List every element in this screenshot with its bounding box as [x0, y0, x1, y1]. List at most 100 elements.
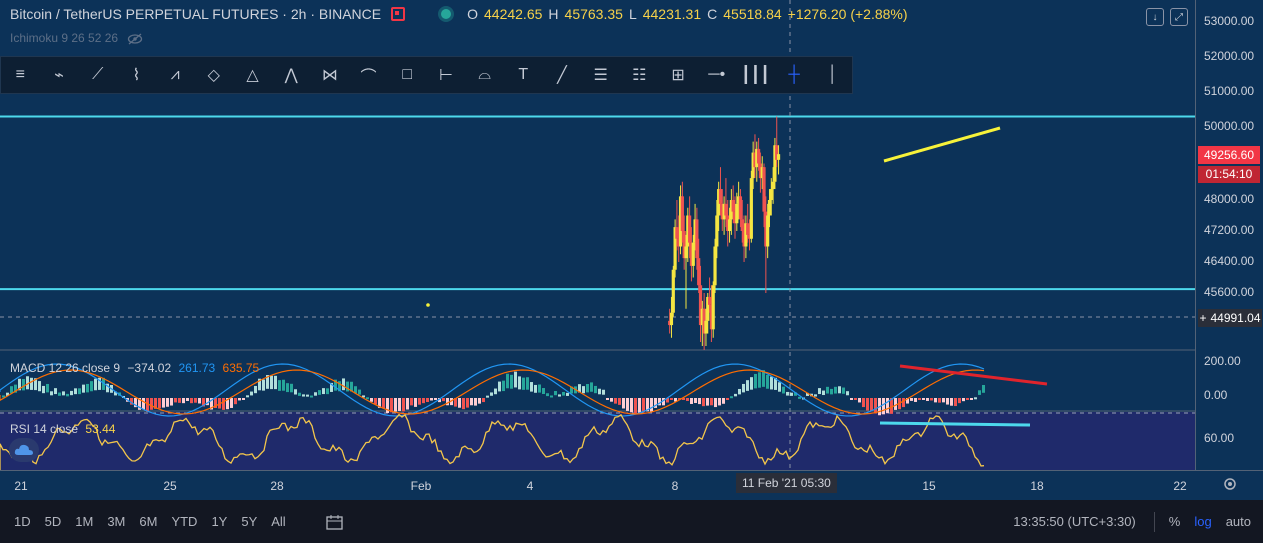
macd-bar [490, 392, 493, 396]
horizontal-ray-icon[interactable]: ─• [708, 66, 726, 83]
macd-bar [818, 388, 821, 395]
macd-bar [302, 394, 305, 397]
time-axis-label: 25 [163, 479, 177, 493]
percent-toggle[interactable]: % [1168, 514, 1181, 529]
anchored-text-icon[interactable]: T [518, 66, 529, 83]
plus-icon[interactable]: + [1199, 311, 1207, 325]
macd-bar [222, 398, 225, 410]
flag-icon[interactable] [391, 7, 406, 21]
rectangle-icon[interactable]: □ [402, 66, 413, 83]
candle-body [766, 215, 770, 247]
candle-body [718, 189, 723, 204]
range-button-3m[interactable]: 3M [107, 514, 126, 529]
candle-body [767, 200, 772, 216]
candle-body [755, 148, 759, 168]
price-axis[interactable]: 49256.60 01:54:10 +44991.04 53000.00 5200… [1195, 0, 1263, 470]
fullscreen-icon[interactable]: ⤢ [1170, 8, 1188, 26]
xabcd-pattern-icon[interactable]: ⩘ [170, 66, 180, 83]
regression-trend-icon[interactable]: ⌁ [54, 67, 64, 84]
macd-bar [478, 398, 481, 404]
macd-bar [702, 398, 705, 407]
settings-gear-icon[interactable] [1222, 476, 1238, 492]
macd-bar [922, 398, 925, 400]
macd-bar [294, 389, 297, 395]
fib-timezone-icon[interactable]: ┃┃┃ [740, 67, 770, 84]
candle-body [769, 189, 773, 200]
rsi-axis-label: 60.00 [1204, 431, 1235, 445]
elliott-wave-icon[interactable]: ⋈ [321, 67, 338, 84]
macd-bar [618, 398, 621, 405]
range-button-1y[interactable]: 1Y [211, 514, 228, 529]
macd-bar [966, 398, 969, 400]
symbol-title[interactable]: Bitcoin / TetherUS PERPETUAL FUTURES · 2… [10, 6, 382, 22]
macd-bar [718, 398, 721, 406]
macd-bar [138, 398, 141, 410]
three-drives-pattern-icon[interactable]: ⋀ [284, 67, 298, 84]
range-button-all[interactable]: All [271, 514, 286, 529]
calendar-range-icon[interactable] [326, 514, 344, 530]
cloud-icon[interactable] [9, 438, 39, 462]
current-price-tag: 49256.60 [1198, 146, 1260, 164]
crosshair-icon[interactable]: ┼ [788, 66, 800, 83]
candle-body [691, 242, 695, 266]
candle-body [764, 211, 768, 247]
rsi-legend[interactable]: RSI 14 close 53.44 [10, 422, 115, 436]
macd-bar [446, 398, 449, 406]
macd-bar [438, 398, 441, 403]
parallel-channel-icon[interactable]: ≡ [15, 66, 26, 83]
macd-bar [454, 398, 457, 407]
brush-icon[interactable]: ⌓ [478, 66, 491, 83]
macd-bar [434, 398, 437, 400]
macd-bar [586, 384, 589, 393]
macd-bar [778, 382, 781, 392]
candle-body [698, 285, 703, 326]
candle-body [737, 196, 741, 204]
cycle-lines-icon[interactable]: ⌒ [360, 69, 377, 86]
macd-bar [542, 388, 545, 395]
macd-bar [190, 398, 193, 404]
range-button-1m[interactable]: 1M [75, 514, 94, 529]
fib-retracement-icon[interactable]: ☰ [593, 67, 608, 84]
trend-line-icon[interactable]: ╱ [557, 67, 567, 84]
macd-bar [254, 385, 257, 394]
range-button-5y[interactable]: 5Y [241, 514, 258, 529]
vertical-line-icon[interactable]: │ [827, 66, 838, 83]
macd-bar [50, 391, 53, 396]
range-button-6m[interactable]: 6M [139, 514, 158, 529]
macd-bar [534, 384, 537, 393]
macd-bar [794, 392, 797, 396]
auto-toggle[interactable]: auto [1225, 514, 1251, 529]
macd-bar [418, 398, 421, 405]
path-icon[interactable]: ⌇ [132, 67, 141, 84]
polyline-icon[interactable]: ⟋ [92, 66, 104, 83]
macd-bar [606, 398, 609, 400]
time-axis[interactable]: 11 Feb '21 05:30 21 25 28 Feb 4 8 15 18 22 [0, 470, 1263, 497]
range-button-1d[interactable]: 1D [14, 514, 31, 529]
abcd-pattern-icon[interactable]: ◇ [207, 67, 220, 84]
macd-bar [546, 393, 549, 397]
time-axis-label: 21 [14, 479, 28, 493]
macd-bar [166, 398, 169, 407]
low-label: L [628, 6, 637, 22]
macd-bar [762, 370, 765, 387]
triangle-pattern-icon[interactable]: △ [246, 67, 259, 84]
clock[interactable]: 13:35:50 (UTC+3:30) [1013, 514, 1136, 529]
fib-extension-icon[interactable]: ☷ [632, 67, 647, 84]
macd-bar [330, 382, 333, 392]
macd-bar [598, 388, 601, 395]
macd-legend[interactable]: MACD 12 26 close 9 −374.02 261.73 635.75 [10, 361, 259, 375]
range-button-5d[interactable]: 5D [44, 514, 62, 529]
price-chart[interactable] [0, 0, 1195, 470]
ichimoku-legend[interactable]: Ichimoku 9 26 52 26 [10, 31, 143, 45]
log-toggle[interactable]: log [1194, 514, 1212, 529]
price-range-icon[interactable]: ⊞ [671, 67, 685, 84]
macd-bar [18, 378, 21, 391]
eye-hidden-icon[interactable] [127, 33, 143, 45]
macd-bar [458, 398, 461, 408]
range-button-ytd[interactable]: YTD [171, 514, 198, 529]
date-range-icon[interactable]: ⊢ [438, 67, 453, 84]
macd-bar [38, 381, 41, 392]
scroll-down-icon[interactable]: ↓ [1146, 8, 1164, 26]
macd-bar [514, 371, 517, 388]
